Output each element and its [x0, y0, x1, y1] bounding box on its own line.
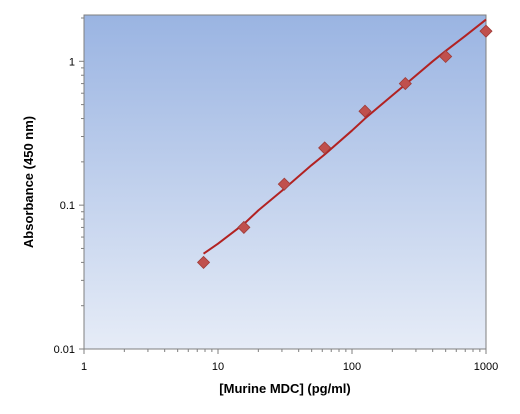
data-point: [318, 141, 332, 155]
y-axis: 0.01 0.1 1: [54, 17, 84, 356]
x-tick-label: 100: [343, 361, 361, 373]
data-point: [277, 177, 291, 191]
data-points: [196, 24, 493, 269]
data-point: [358, 104, 372, 118]
x-tick-label: 10: [212, 361, 224, 373]
y-tick-label: 0.01: [54, 344, 75, 356]
y-tick-label: 0.1: [60, 200, 75, 212]
x-tick-label: 1000: [474, 361, 498, 373]
x-axis-title: [Murine MDC] (pg/ml): [219, 381, 350, 396]
y-tick-label: 1: [69, 56, 75, 68]
data-point: [479, 24, 493, 38]
data-point: [237, 220, 251, 234]
x-tick-label: 1: [81, 361, 87, 373]
y-axis-title: Absorbance (450 nm): [21, 116, 36, 248]
x-axis: 1 10 100 1000: [81, 349, 498, 373]
data-point: [196, 255, 211, 269]
data-point: [398, 77, 412, 91]
data-point: [439, 49, 453, 64]
